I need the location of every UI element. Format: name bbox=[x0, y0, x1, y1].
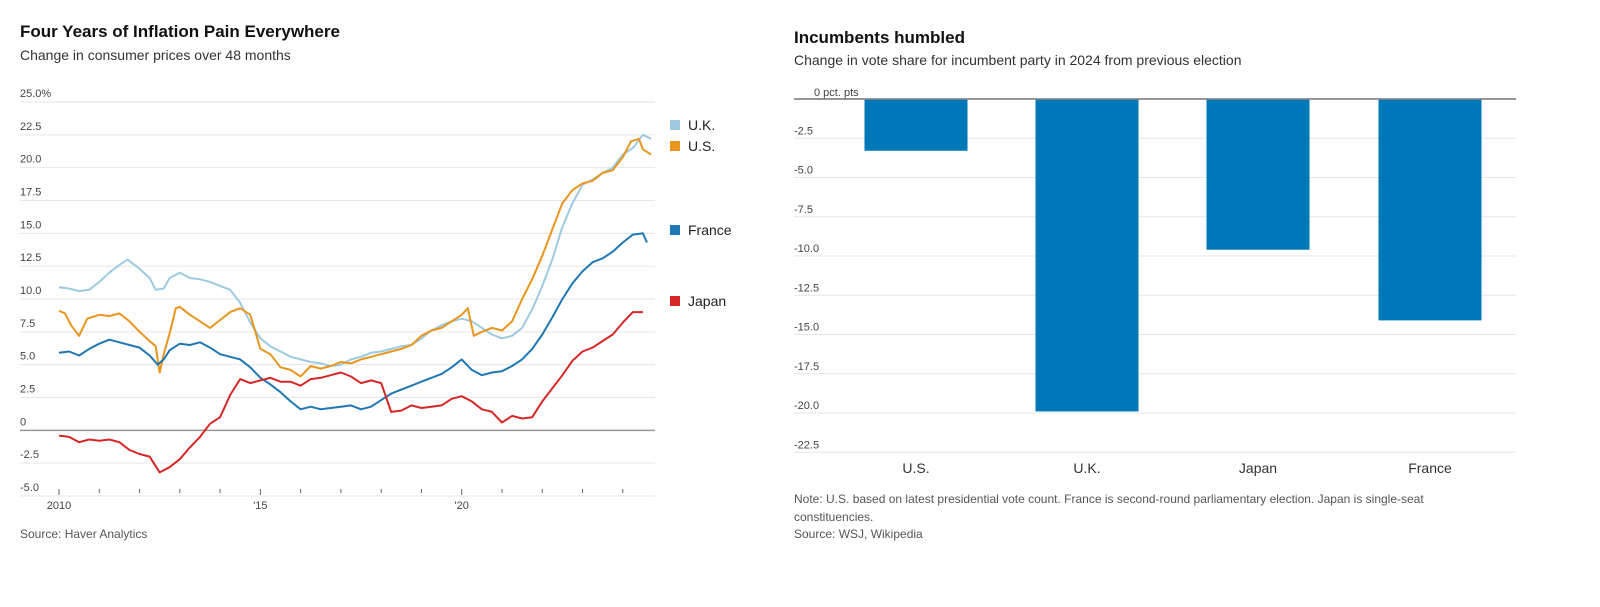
y-tick-label: 25.0% bbox=[20, 88, 51, 100]
series-line-japan bbox=[58, 311, 643, 474]
y-tick-label: 5.0 bbox=[20, 351, 35, 363]
x-category-label: U.S. bbox=[902, 460, 929, 476]
series-line-france bbox=[58, 232, 648, 411]
legend-swatch-u-k bbox=[670, 120, 680, 130]
y-tick-label: -2.5 bbox=[20, 449, 39, 461]
y-tick-label: -17.5 bbox=[794, 361, 819, 373]
x-tick-label: 2010 bbox=[47, 500, 71, 512]
inflation-chart-title: Four Years of Inflation Pain Everywhere bbox=[20, 22, 340, 41]
inflation-line-chart: 25.0% 22.5 20.0 17.5 15.0 12.5 10.0 7.5 5.0 2.5 0 -… bbox=[20, 88, 732, 512]
y-tick-label: -20.0 bbox=[794, 400, 819, 412]
y-tick-label: 7.5 bbox=[20, 318, 35, 330]
x-category-label: Japan bbox=[1239, 460, 1277, 476]
y-tick-label: -2.5 bbox=[794, 125, 813, 137]
legend-label-u-k: U.K. bbox=[688, 117, 715, 133]
bar-u-s bbox=[864, 99, 968, 151]
vote-chart-title: Incumbents humbled bbox=[794, 28, 965, 47]
vote-chart-source: Source: WSJ, Wikipedia bbox=[794, 527, 923, 541]
x-category-label: France bbox=[1408, 460, 1452, 476]
y-tick-label: 12.5 bbox=[20, 252, 41, 264]
series-line-u-k bbox=[58, 133, 652, 367]
y-tick-label: 15.0 bbox=[20, 219, 41, 231]
series-line-u-s bbox=[58, 137, 652, 378]
legend-label-france: France bbox=[688, 222, 732, 238]
bar-france bbox=[1378, 99, 1482, 321]
vote-share-chart-panel: Incumbents humbled Change in vote share … bbox=[790, 0, 1600, 607]
bar-u-k bbox=[1035, 99, 1139, 412]
y-tick-label: -7.5 bbox=[794, 204, 813, 216]
y-tick-label: 0 bbox=[20, 416, 26, 428]
legend-label-japan: Japan bbox=[688, 293, 726, 309]
x-tick-label: '15 bbox=[253, 500, 267, 512]
bar-japan bbox=[1206, 99, 1310, 250]
vote-chart-note: Note: U.S. based on latest presidential … bbox=[794, 492, 1424, 524]
legend-swatch-u-s bbox=[670, 141, 680, 151]
y-tick-label: 22.5 bbox=[20, 121, 41, 133]
x-category-label: U.K. bbox=[1073, 460, 1100, 476]
inflation-chart-subtitle: Change in consumer prices over 48 months bbox=[20, 47, 291, 63]
vote-chart-subtitle: Change in vote share for incumbent party… bbox=[794, 52, 1242, 68]
legend-swatch-france bbox=[670, 225, 680, 235]
y-tick-label: -12.5 bbox=[794, 282, 819, 294]
y-tick-label: -22.5 bbox=[794, 439, 819, 451]
y-tick-label: 20.0 bbox=[20, 154, 41, 166]
y-tick-label: -15.0 bbox=[794, 322, 819, 334]
inflation-chart-panel: Four Years of Inflation Pain Everywhere … bbox=[0, 0, 790, 607]
y-tick-label: 0 pct. pts bbox=[814, 87, 859, 99]
x-tick-label: '20 bbox=[455, 500, 469, 512]
y-tick-label: -5.0 bbox=[20, 482, 39, 494]
vote-share-bar-chart: 0 pct. pts -2.5 -5.0 -7.5 -10.0 -12.5 -15.0 -17… bbox=[794, 87, 1516, 476]
y-tick-label: 2.5 bbox=[20, 384, 35, 396]
legend-swatch-japan bbox=[670, 296, 680, 306]
y-tick-label: -10.0 bbox=[794, 243, 819, 255]
y-tick-label: -5.0 bbox=[794, 165, 813, 177]
inflation-chart-source: Source: Haver Analytics bbox=[20, 527, 148, 541]
y-tick-label: 17.5 bbox=[20, 187, 41, 199]
legend-label-u-s: U.S. bbox=[688, 138, 715, 154]
y-tick-label: 10.0 bbox=[20, 285, 41, 297]
